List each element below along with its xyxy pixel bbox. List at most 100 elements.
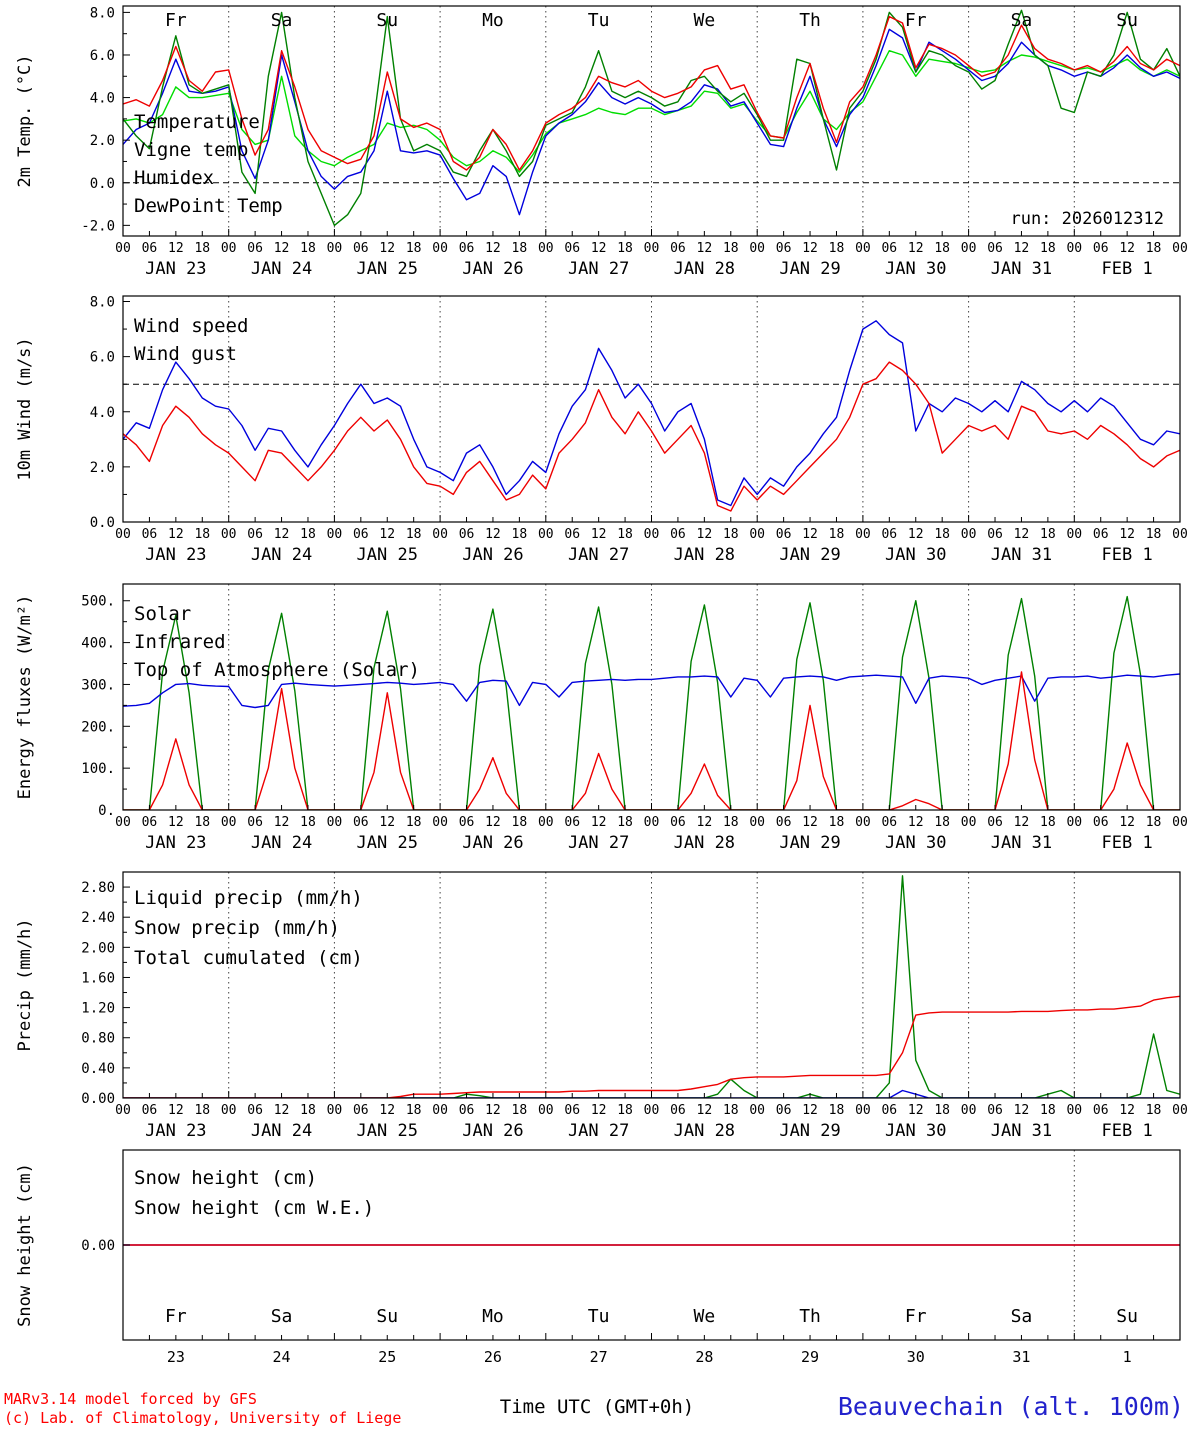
- svg-text:12: 12: [908, 815, 924, 830]
- svg-text:06: 06: [987, 815, 1003, 830]
- svg-text:12: 12: [697, 527, 713, 542]
- svg-text:12: 12: [168, 1103, 184, 1118]
- panel-precip: 2.80 2.40 2.00 1.60 1.20 0.80 0.40 0.00 00 06 12 18…: [0, 856, 1194, 1144]
- svg-text:18: 18: [1040, 527, 1056, 542]
- svg-text:00: 00: [855, 241, 871, 256]
- svg-text:2.40: 2.40: [81, 910, 115, 926]
- svg-text:0.0: 0.0: [90, 176, 115, 192]
- svg-text:06: 06: [353, 1103, 369, 1118]
- svg-text:12: 12: [908, 241, 924, 256]
- svg-text:2m Temp. (°C): 2m Temp. (°C): [15, 54, 35, 187]
- panel-energy-fluxes: 500. 400. 300. 200. 100. 0. 00 06 12 18 00 06 12 18 00…: [0, 568, 1194, 856]
- svg-text:JAN 26: JAN 26: [462, 1121, 523, 1141]
- svg-text:06: 06: [247, 527, 263, 542]
- svg-text:00: 00: [1172, 1103, 1188, 1118]
- svg-text:18: 18: [300, 241, 316, 256]
- svg-text:18: 18: [829, 1103, 845, 1118]
- svg-text:Solar: Solar: [134, 603, 191, 625]
- svg-text:00: 00: [1172, 815, 1188, 830]
- svg-text:06: 06: [142, 1103, 158, 1118]
- svg-text:Fr: Fr: [165, 10, 187, 31]
- svg-text:06: 06: [987, 1103, 1003, 1118]
- svg-text:06: 06: [459, 1103, 475, 1118]
- svg-text:06: 06: [353, 815, 369, 830]
- svg-text:JAN 24: JAN 24: [251, 833, 312, 853]
- svg-text:06: 06: [142, 241, 158, 256]
- svg-text:Fr: Fr: [905, 1306, 927, 1327]
- svg-text:18: 18: [300, 527, 316, 542]
- svg-text:00: 00: [1066, 241, 1082, 256]
- svg-text:06: 06: [670, 527, 686, 542]
- svg-text:18: 18: [934, 815, 950, 830]
- svg-text:00: 00: [1066, 1103, 1082, 1118]
- svg-text:12: 12: [591, 1103, 607, 1118]
- svg-text:00: 00: [432, 1103, 448, 1118]
- svg-text:We: We: [694, 1306, 716, 1327]
- svg-text:18: 18: [406, 815, 422, 830]
- svg-text:12: 12: [697, 1103, 713, 1118]
- svg-text:18: 18: [617, 241, 633, 256]
- svg-text:12: 12: [908, 1103, 924, 1118]
- svg-text:06: 06: [776, 527, 792, 542]
- svg-text:Top of Atmosphere (Solar): Top of Atmosphere (Solar): [134, 659, 420, 681]
- svg-text:00: 00: [644, 241, 660, 256]
- svg-text:12: 12: [591, 527, 607, 542]
- svg-text:06: 06: [247, 241, 263, 256]
- svg-text:12: 12: [274, 241, 290, 256]
- svg-text:8.0: 8.0: [90, 295, 115, 311]
- svg-text:Su: Su: [376, 10, 398, 31]
- svg-text:18: 18: [512, 241, 528, 256]
- svg-text:30: 30: [907, 1348, 925, 1366]
- svg-text:06: 06: [459, 527, 475, 542]
- svg-text:400.: 400.: [81, 636, 115, 652]
- svg-text:06: 06: [353, 527, 369, 542]
- svg-text:Wind speed: Wind speed: [134, 315, 248, 337]
- svg-text:Fr: Fr: [905, 10, 927, 31]
- svg-text:JAN 23: JAN 23: [145, 1121, 206, 1141]
- svg-text:18: 18: [194, 1103, 210, 1118]
- svg-text:00: 00: [327, 527, 343, 542]
- svg-text:4.0: 4.0: [90, 91, 115, 107]
- svg-text:18: 18: [1146, 241, 1162, 256]
- svg-text:8.0: 8.0: [90, 5, 115, 21]
- svg-text:00: 00: [432, 241, 448, 256]
- footer: MARv3.14 model forced by GFS (c) Lab. of…: [0, 1388, 1194, 1440]
- svg-text:Snow height (cm): Snow height (cm): [134, 1167, 317, 1189]
- svg-text:JAN 31: JAN 31: [991, 259, 1052, 279]
- svg-text:JAN 26: JAN 26: [462, 545, 523, 565]
- svg-text:31: 31: [1012, 1348, 1030, 1366]
- svg-text:00: 00: [1066, 815, 1082, 830]
- svg-text:18: 18: [406, 527, 422, 542]
- svg-text:00: 00: [644, 527, 660, 542]
- svg-text:100.: 100.: [81, 761, 115, 777]
- svg-text:00: 00: [1172, 241, 1188, 256]
- model-credit: MARv3.14 model forced by GFS (c) Lab. of…: [4, 1390, 401, 1428]
- svg-text:Snow height (cm W.E.): Snow height (cm W.E.): [134, 1197, 374, 1219]
- svg-text:06: 06: [670, 1103, 686, 1118]
- svg-text:JAN 28: JAN 28: [674, 833, 735, 853]
- svg-text:2.80: 2.80: [81, 880, 115, 896]
- time-axis-label: Time UTC (GMT+0h): [499, 1396, 695, 1418]
- svg-text:JAN 31: JAN 31: [991, 545, 1052, 565]
- svg-text:Th: Th: [799, 10, 821, 31]
- svg-text:00: 00: [961, 1103, 977, 1118]
- svg-text:JAN 30: JAN 30: [885, 1121, 946, 1141]
- svg-text:06: 06: [459, 815, 475, 830]
- svg-text:Mo: Mo: [482, 1306, 504, 1327]
- svg-text:06: 06: [881, 241, 897, 256]
- svg-text:18: 18: [194, 241, 210, 256]
- svg-text:12: 12: [485, 1103, 501, 1118]
- svg-text:Snow precip (mm/h): Snow precip (mm/h): [134, 917, 340, 939]
- svg-text:JAN 30: JAN 30: [885, 259, 946, 279]
- svg-text:1.20: 1.20: [81, 1001, 115, 1017]
- svg-text:12: 12: [802, 815, 818, 830]
- svg-text:12: 12: [274, 815, 290, 830]
- svg-text:Energy fluxes (W/m²): Energy fluxes (W/m²): [15, 595, 35, 800]
- svg-text:JAN 27: JAN 27: [568, 833, 629, 853]
- svg-text:06: 06: [564, 1103, 580, 1118]
- svg-text:25: 25: [378, 1348, 396, 1366]
- svg-text:18: 18: [512, 815, 528, 830]
- svg-text:JAN 28: JAN 28: [674, 545, 735, 565]
- svg-text:18: 18: [1146, 527, 1162, 542]
- svg-text:Temperature: Temperature: [134, 111, 260, 133]
